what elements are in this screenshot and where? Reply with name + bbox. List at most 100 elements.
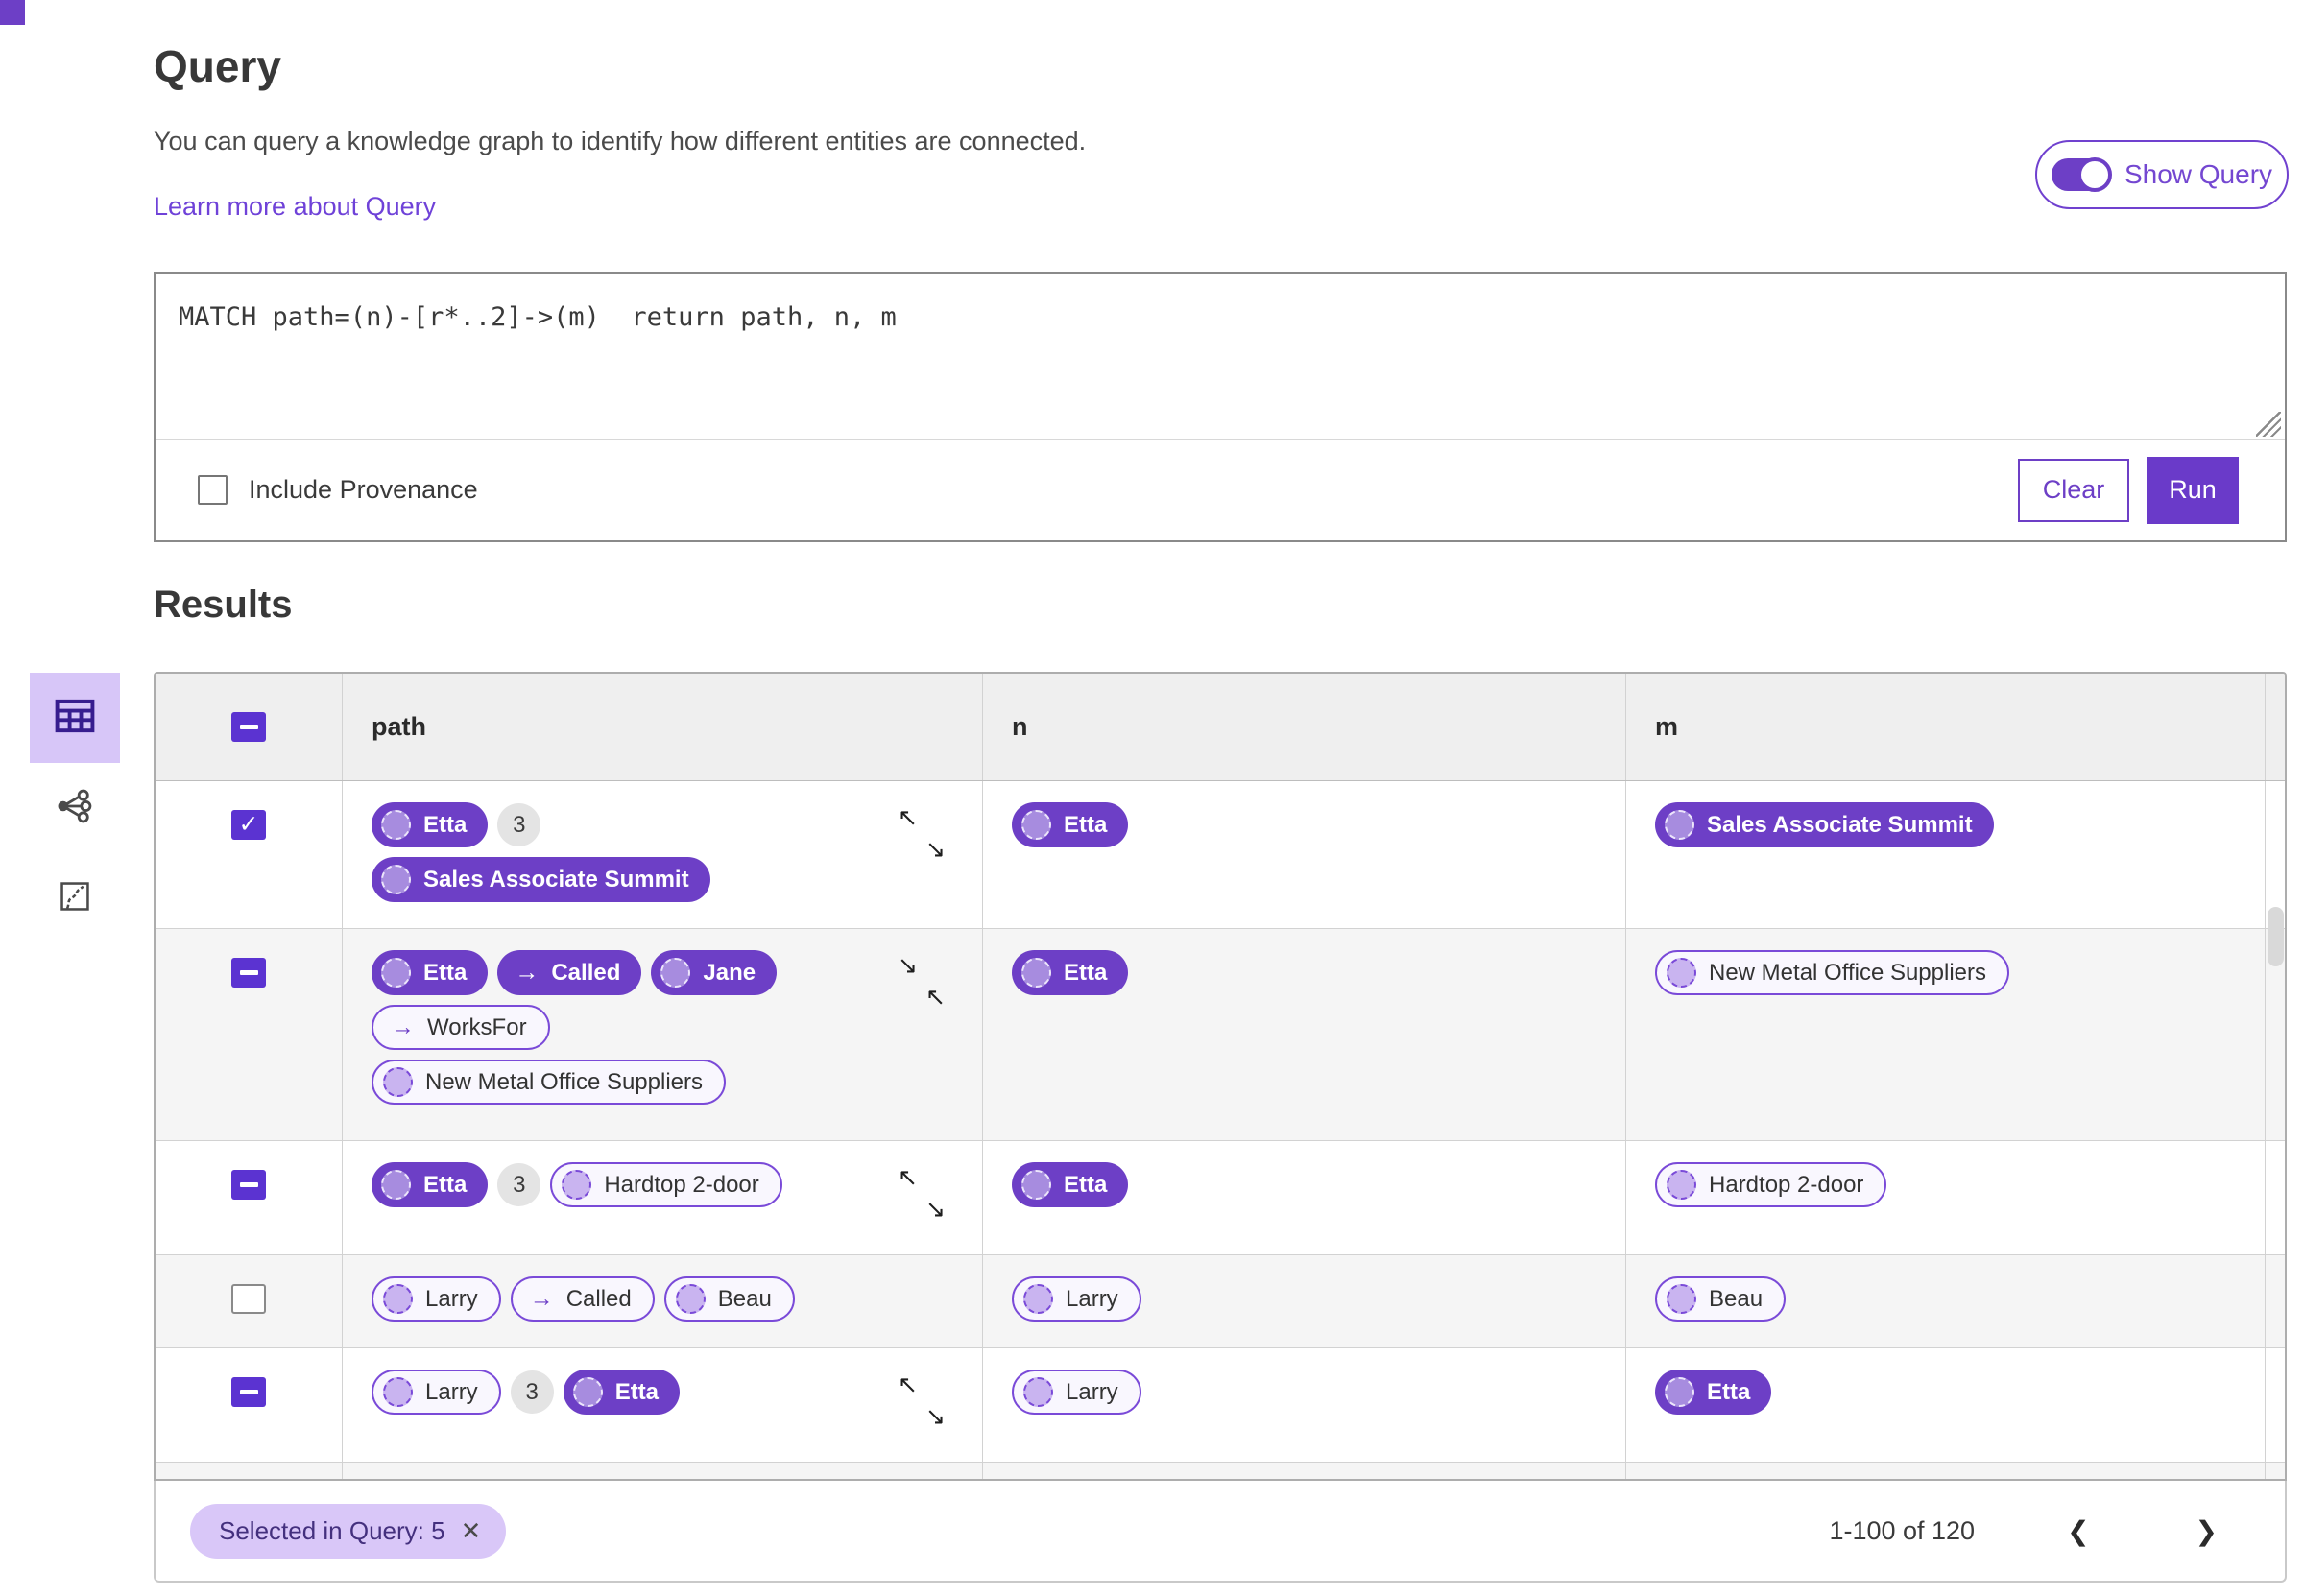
view-switcher [30, 673, 120, 943]
node-pill[interactable]: Etta [1012, 802, 1129, 847]
node-pill[interactable]: Etta [563, 1370, 681, 1415]
node-pill[interactable]: New Metal Office Suppliers [1655, 950, 2010, 995]
edge-pill[interactable]: → WorksFor [372, 1005, 550, 1050]
n-cell: Larry [983, 1255, 1626, 1347]
node-circle-icon [383, 1377, 413, 1407]
row-checkbox[interactable]: ✓ [231, 810, 266, 840]
row-checkbox[interactable] [231, 1284, 266, 1314]
path-cell: Larry 3 Etta ↖ ↘ [343, 1348, 983, 1462]
count-badge[interactable]: 3 [497, 1163, 541, 1206]
table-view-icon [50, 691, 100, 746]
node-pill[interactable]: Sales Associate Summit [1655, 802, 1994, 847]
include-provenance-control[interactable]: Include Provenance [198, 475, 478, 505]
node-pill[interactable]: Hardtop 2-door [1655, 1162, 1887, 1207]
table-scrollbar-thumb[interactable] [2268, 907, 2284, 966]
edge-label: WorksFor [427, 1013, 527, 1040]
collapse-icon[interactable]: ↘ ↖ [898, 952, 946, 1011]
selected-in-query-chip[interactable]: Selected in Query: 5 ✕ [190, 1503, 507, 1559]
arrow-right-icon: → [391, 1013, 415, 1040]
node-pill[interactable]: Beau [1655, 1276, 1787, 1322]
node-pill[interactable]: New Metal Office Suppliers [372, 1060, 727, 1105]
scrollbar-track[interactable] [2266, 1141, 2285, 1254]
pill-line: New Metal Office Suppliers [1655, 950, 2236, 995]
pill-line: Larry [1012, 1276, 1596, 1322]
view-switch-graph-view[interactable] [30, 763, 120, 853]
run-button[interactable]: Run [2147, 456, 2239, 524]
node-label: Etta [1064, 959, 1108, 986]
m-cell [1626, 1463, 2266, 1479]
m-cell: New Metal Office Suppliers [1626, 929, 2266, 1140]
pill-line: Beau [1655, 1276, 2236, 1322]
pill-line: Etta [1012, 950, 1596, 995]
path-cell: Etta 3 Sales Associate Summit ↖ ↘ [343, 781, 983, 928]
learn-more-link[interactable]: Learn more about Query [154, 192, 437, 221]
path-cell [343, 1463, 983, 1479]
pill-line: Hardtop 2-door [1655, 1162, 2236, 1207]
show-query-toggle[interactable]: Show Query [2035, 140, 2289, 209]
results-footer: Selected in Query: 5 ✕ 1-100 of 120 ❮ ❯ [154, 1481, 2287, 1583]
node-circle-icon [1667, 1284, 1696, 1314]
node-pill[interactable]: Larry [372, 1276, 501, 1322]
node-pill[interactable]: Larry [1012, 1370, 1141, 1415]
node-pill[interactable]: Beau [663, 1276, 795, 1322]
node-pill[interactable]: Etta [372, 802, 489, 847]
row-checkbox[interactable] [231, 1170, 266, 1200]
scrollbar-track[interactable] [2266, 1255, 2285, 1347]
count-badge[interactable]: 3 [510, 1370, 554, 1414]
node-circle-icon [572, 1377, 603, 1407]
node-pill[interactable]: Larry [1012, 1276, 1141, 1322]
chip-close-icon[interactable]: ✕ [460, 1515, 482, 1545]
node-circle-icon [383, 1284, 413, 1314]
path-cell: Etta → Called Jane → WorksFor New Metal Office… [343, 929, 983, 1140]
edge-label: Called [551, 959, 621, 986]
scrollbar-track[interactable] [2266, 674, 2285, 780]
node-pill[interactable]: Sales Associate Summit [372, 857, 710, 902]
query-editor[interactable]: MATCH path=(n)-[r*..2]->(m) return path,… [156, 274, 2285, 439]
node-label: Etta [614, 1378, 660, 1405]
scrollbar-track[interactable] [2266, 1463, 2285, 1479]
expand-icon[interactable]: ↖ ↘ [898, 1164, 946, 1223]
resize-handle[interactable] [2256, 412, 2281, 437]
n-cell: Etta [983, 1141, 1626, 1254]
results-table: path n m ✓ Etta 3 Sales Associate Summit ↖ ↘ Etta… [154, 672, 2287, 1481]
node-pill[interactable]: Etta [1012, 1162, 1129, 1207]
corner-accent [0, 0, 25, 25]
scrollbar-track[interactable] [2266, 1348, 2285, 1462]
include-provenance-checkbox[interactable] [198, 475, 228, 505]
node-pill[interactable]: Hardtop 2-door [550, 1162, 782, 1207]
pill-line: New Metal Office Suppliers [372, 1060, 953, 1105]
n-cell: Larry [983, 1348, 1626, 1462]
node-pill[interactable]: Etta [372, 1162, 489, 1207]
count-badge[interactable]: 3 [497, 803, 541, 846]
select-all-checkbox[interactable] [231, 712, 266, 742]
next-page-button[interactable]: ❯ [2195, 1515, 2218, 1546]
expand-icon[interactable]: ↖ ↘ [898, 1371, 946, 1430]
node-pill[interactable]: Jane [651, 950, 778, 995]
expand-icon[interactable]: ↖ ↘ [898, 804, 946, 863]
row-checkbox[interactable] [231, 1377, 266, 1407]
view-switch-map-view[interactable] [30, 853, 120, 943]
pill-line: Sales Associate Summit [372, 857, 953, 902]
pagination-range: 1-100 of 120 [1829, 1515, 1976, 1545]
prev-page-button[interactable]: ❮ [2067, 1515, 2090, 1546]
node-pill[interactable]: Etta [1655, 1370, 1772, 1415]
node-pill[interactable]: Larry [372, 1370, 501, 1415]
clear-button[interactable]: Clear [2018, 458, 2129, 522]
row-checkbox[interactable] [231, 958, 266, 988]
node-label: Etta [1064, 1171, 1108, 1198]
node-label: New Metal Office Suppliers [1709, 959, 1987, 986]
graph-view-icon [55, 786, 95, 831]
edge-pill[interactable]: → Called [510, 1276, 655, 1322]
view-switch-table-view[interactable] [30, 673, 120, 763]
edge-pill[interactable]: → Called [497, 950, 642, 995]
node-circle-icon [1023, 1284, 1053, 1314]
row-select-cell [156, 1255, 343, 1347]
indeterminate-dash-icon [239, 1182, 258, 1187]
node-circle-icon [1667, 958, 1696, 988]
pill-line: Larry → Called Beau [372, 1276, 953, 1322]
node-pill[interactable]: Etta [372, 950, 489, 995]
column-header-path: path [343, 674, 983, 780]
toggle-switch-icon[interactable] [2051, 157, 2112, 192]
node-pill[interactable]: Etta [1012, 950, 1129, 995]
m-cell: Beau [1626, 1255, 2266, 1347]
